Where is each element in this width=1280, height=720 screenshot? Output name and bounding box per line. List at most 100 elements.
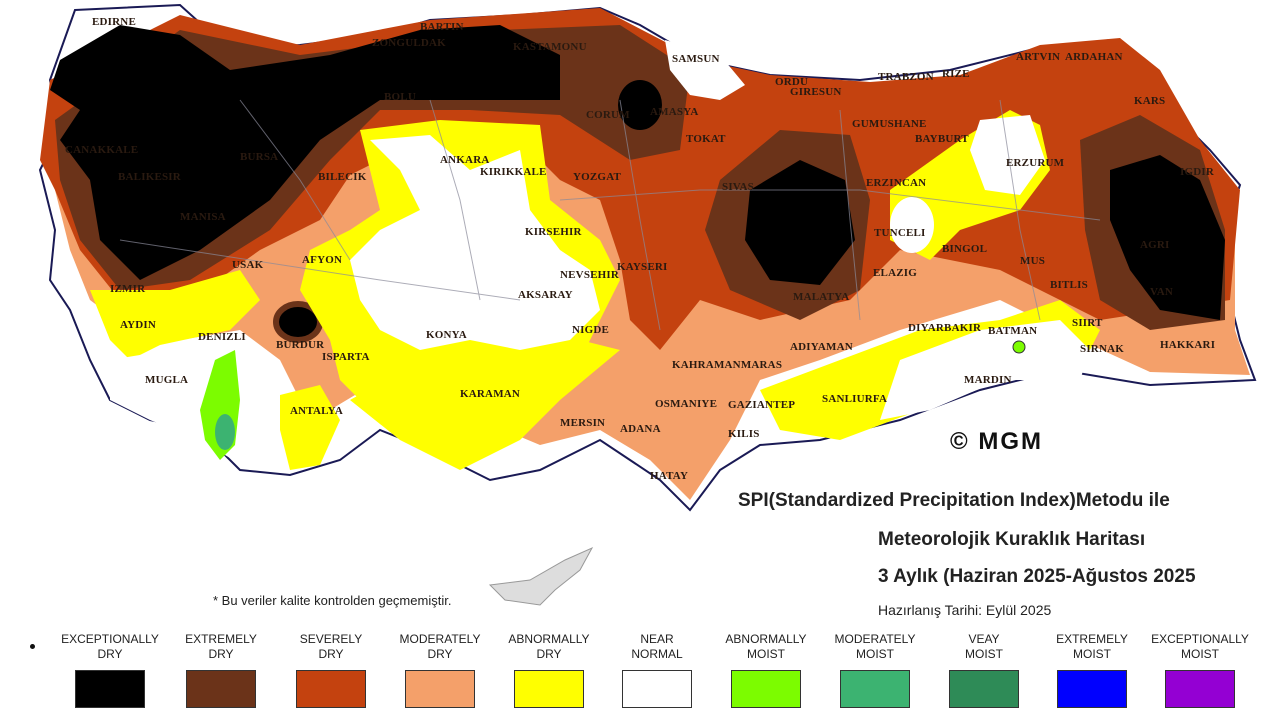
preparation-date: Hazırlanış Tarihi: Eylül 2025 <box>878 602 1052 618</box>
region-abnormally-dry-antalya <box>280 385 340 470</box>
city-label: ELAZIG <box>873 267 917 279</box>
city-label: ISPARTA <box>322 351 370 363</box>
city-label: HATAY <box>650 470 688 482</box>
city-label: KAHRAMANMARAS <box>672 359 782 371</box>
city-label: ERZURUM <box>1006 157 1065 169</box>
map-title-line2: Meteorolojik Kuraklık Haritası <box>878 529 1146 550</box>
city-label: IZMIR <box>110 283 146 295</box>
city-label: KIRSEHIR <box>525 226 582 238</box>
city-label: USAK <box>232 259 264 271</box>
legend-swatch <box>1057 670 1127 708</box>
city-label: MUGLA <box>145 374 188 386</box>
legend-label: SEVERELY <box>299 632 363 646</box>
city-label: YOZGAT <box>573 171 622 183</box>
legend-swatch <box>1165 670 1235 708</box>
legend-label: DRY <box>318 647 344 661</box>
city-labels: EDIRNE ZONGULDAK BARTIN KASTAMONU SAMSUN… <box>65 16 1215 482</box>
legend-item-extremely-dry: EXTREMELY DRY <box>166 632 276 708</box>
region-exceptionally-dry-east <box>1110 155 1225 320</box>
city-label: KARAMAN <box>460 388 520 400</box>
legend-label: DRY <box>427 647 453 661</box>
city-label: DENIZLI <box>198 331 246 343</box>
city-label: VAN <box>1150 286 1173 298</box>
region-near-normal-southeast <box>880 320 1090 420</box>
city-label: SIVAS <box>722 181 754 193</box>
city-label: TRABZON <box>878 71 934 83</box>
legend-item-moderately-moist: MODERATELY MOIST <box>820 632 930 708</box>
region-near-normal-tunceli <box>890 197 934 253</box>
province-borders <box>119 99 1101 331</box>
region-abnormally-dry-south <box>350 340 620 470</box>
city-label: ANKARA <box>440 154 489 166</box>
legend-swatch <box>405 670 475 708</box>
region-near-normal-erzurum <box>970 115 1045 195</box>
legend-label: MOIST <box>965 647 1003 661</box>
map-title-line1: SPI(Standardized Precipitation Index)Met… <box>738 490 1170 511</box>
region-exceptionally-dry-amasya <box>618 80 662 130</box>
city-label: BINGOL <box>942 243 987 255</box>
city-label: KARS <box>1134 95 1165 107</box>
city-label: GIRESUN <box>790 86 842 98</box>
city-label: BATMAN <box>988 325 1037 337</box>
legend-item-exceptionally-moist: EXCEPTIONALLY MOIST <box>1145 632 1255 708</box>
city-label: MERSIN <box>560 417 605 429</box>
city-label: NIGDE <box>572 324 609 336</box>
legend-label: MOIST <box>747 647 785 661</box>
legend-item-abnormally-dry: ABNORMALLY DRY <box>494 632 604 708</box>
city-label: HAKKARI <box>1160 339 1215 351</box>
city-label: DIYARBAKIR <box>908 322 982 334</box>
legend-label: MOIST <box>1181 647 1219 661</box>
cyprus-shape <box>488 546 594 606</box>
legend-label: EXTREMELY <box>185 632 257 646</box>
map-legend: EXCEPTIONALLY DRY EXTREMELY DRY SEVERELY DR… <box>0 632 1280 720</box>
legend-swatch <box>840 670 910 708</box>
city-label: NEVSEHIR <box>560 269 620 281</box>
city-label: ADANA <box>620 423 661 435</box>
legend-label: ABNORMALLY <box>725 632 807 646</box>
legend-swatch <box>186 670 256 708</box>
legend-label: NEAR <box>640 632 674 646</box>
legend-label: DRY <box>97 647 123 661</box>
city-label: KASTAMONU <box>513 41 587 53</box>
city-label: KONYA <box>426 329 467 341</box>
legend-label: MODERATELY <box>399 632 481 646</box>
city-label: GUMUSHANE <box>852 118 927 130</box>
city-label: BOLU <box>384 91 416 103</box>
city-label: AKSARAY <box>518 289 573 301</box>
city-label: BILECIK <box>318 171 367 183</box>
legend-label: DRY <box>536 647 562 661</box>
legend-swatch <box>296 670 366 708</box>
legend-item-severely-dry: SEVERELY DRY <box>276 632 386 708</box>
city-label: GAZIANTEP <box>728 399 795 411</box>
legend-item-near-normal: NEAR NORMAL <box>602 632 712 708</box>
legend-item-abnormally-moist: ABNORMALLY MOIST <box>711 632 821 708</box>
map-title-line3: 3 Aylık (Haziran 2025-Ağustos 2025 <box>878 566 1196 587</box>
city-label: MALATYA <box>793 291 849 303</box>
legend-swatch <box>75 670 145 708</box>
legend-swatch <box>514 670 584 708</box>
city-label: SIIRT <box>1072 317 1103 329</box>
city-label: AMASYA <box>650 106 698 118</box>
legend-label: VEAY <box>968 632 1000 646</box>
city-label: CANAKKALE <box>65 144 138 156</box>
legend-item-moderately-dry: MODERATELY DRY <box>385 632 495 708</box>
city-label: BITLIS <box>1050 279 1088 291</box>
legend-label: DRY <box>208 647 234 661</box>
region-abnormally-dry-aegean <box>90 270 260 360</box>
city-label: ARTVIN <box>1016 51 1060 63</box>
region-exceptionally-dry-center <box>745 160 855 285</box>
legend-swatch <box>622 670 692 708</box>
quality-note: * Bu veriler kalite kontrolden geçmemişt… <box>213 593 452 608</box>
city-label: SANLIURFA <box>822 393 887 405</box>
legend-swatch <box>731 670 801 708</box>
city-label: TUNCELI <box>874 227 926 239</box>
city-label: AYDIN <box>120 319 156 331</box>
city-label: BARTIN <box>420 21 464 33</box>
city-label: SAMSUN <box>672 53 720 65</box>
city-label: SIRNAK <box>1080 343 1124 355</box>
city-label: ANTALYA <box>290 405 343 417</box>
region-near-normal-samsun <box>665 40 745 100</box>
city-label: ERZINCAN <box>866 177 926 189</box>
city-label: MUS <box>1020 255 1045 267</box>
